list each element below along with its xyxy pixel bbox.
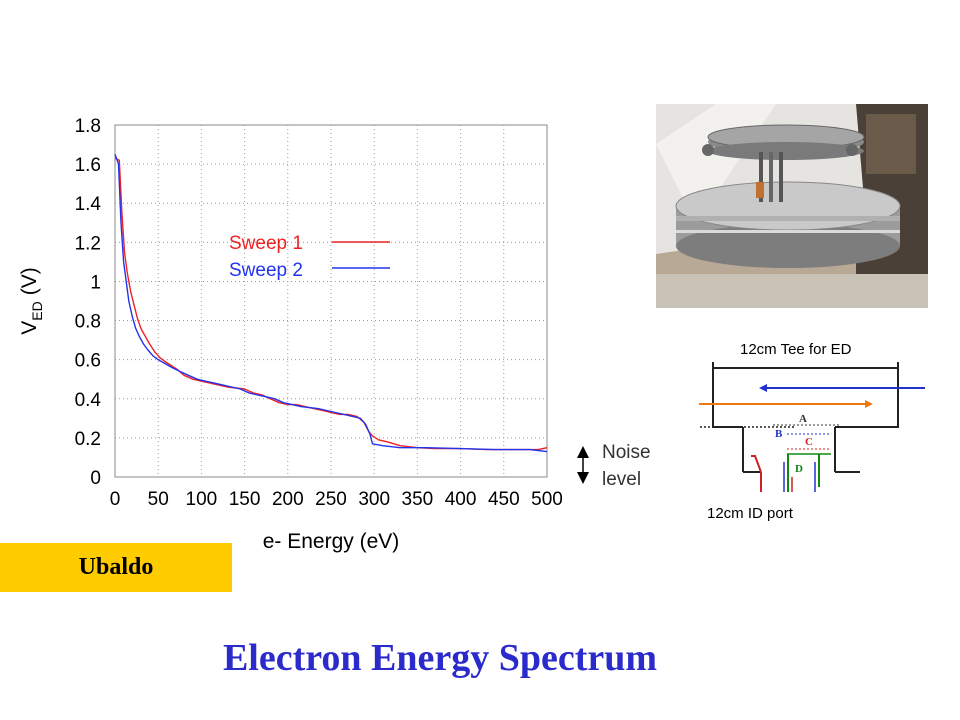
series-lines	[114, 154, 548, 453]
y-tick-label: 1.2	[75, 233, 101, 254]
y-tick-label: 0	[90, 468, 101, 489]
diagram-label-a: A	[799, 413, 807, 425]
y-axis-label: VED(V)	[18, 267, 45, 334]
y-tick-label: 1.8	[75, 116, 101, 137]
grid	[115, 125, 547, 477]
arrow-down-icon	[577, 472, 589, 484]
x-tick-label: 350	[402, 489, 434, 510]
slide-title: Electron Energy Spectrum	[222, 637, 658, 679]
presenter-name-tag: Ubaldo	[0, 543, 232, 592]
y-tick-label: 1.6	[75, 155, 101, 176]
arrow-right-icon	[865, 400, 873, 408]
x-tick-label: 500	[531, 489, 563, 510]
x-tick-label: 100	[186, 489, 218, 510]
series-line-2	[114, 154, 548, 453]
y-tick-label: 0.8	[75, 312, 101, 333]
x-tick-label: 250	[315, 489, 347, 510]
detector-photo	[656, 104, 928, 308]
legend-label-sweep-2: Sweep 2	[229, 260, 303, 281]
y-tick-labels: 0 0.2 0.4 0.6 0.8 1 1.2 1.4 1.6 1.8	[75, 116, 102, 489]
legend-label-sweep-1: Sweep 1	[229, 233, 303, 254]
arrow-up-icon	[577, 446, 589, 458]
tee-diagram: 12cm Tee for ED A B C D 12cm ID port	[695, 332, 935, 522]
x-tick-label: 0	[110, 489, 121, 510]
legend: Sweep 1 Sweep 2	[229, 233, 390, 281]
y-tick-label: 1.4	[75, 194, 102, 215]
energy-spectrum-chart: 0 50 100 150 200 250 300 350 400 450 500 0 0.2 0.4 0.…	[18, 116, 563, 553]
x-tick-labels: 0 50 100 150 200 250 300 350 400 450 500	[110, 489, 563, 510]
noise-level-label: Noise level	[602, 439, 651, 493]
diagram-label-b: B	[775, 428, 783, 440]
x-tick-label: 200	[272, 489, 304, 510]
x-tick-label: 450	[488, 489, 520, 510]
x-tick-label: 150	[229, 489, 261, 510]
noise-label-line-1: Noise	[602, 442, 651, 463]
series-line-1	[114, 157, 548, 451]
x-tick-label: 400	[445, 489, 477, 510]
noise-level-arrow	[577, 446, 589, 484]
arrow-left-icon	[759, 384, 767, 392]
x-tick-label: 300	[358, 489, 390, 510]
tee-diagram-title: 12cm Tee for ED	[740, 341, 852, 358]
diagram-label-d: D	[795, 463, 803, 475]
x-axis-label: e- Energy (eV)	[263, 530, 400, 553]
port-label: 12cm ID port	[707, 505, 794, 522]
y-tick-label: 1	[90, 272, 101, 293]
y-tick-label: 0.2	[75, 429, 101, 450]
diagram-label-c: C	[805, 436, 813, 448]
noise-label-line-2: level	[602, 469, 642, 490]
y-tick-label: 0.6	[75, 351, 101, 372]
x-tick-label: 50	[148, 489, 169, 510]
y-tick-label: 0.4	[75, 390, 102, 411]
